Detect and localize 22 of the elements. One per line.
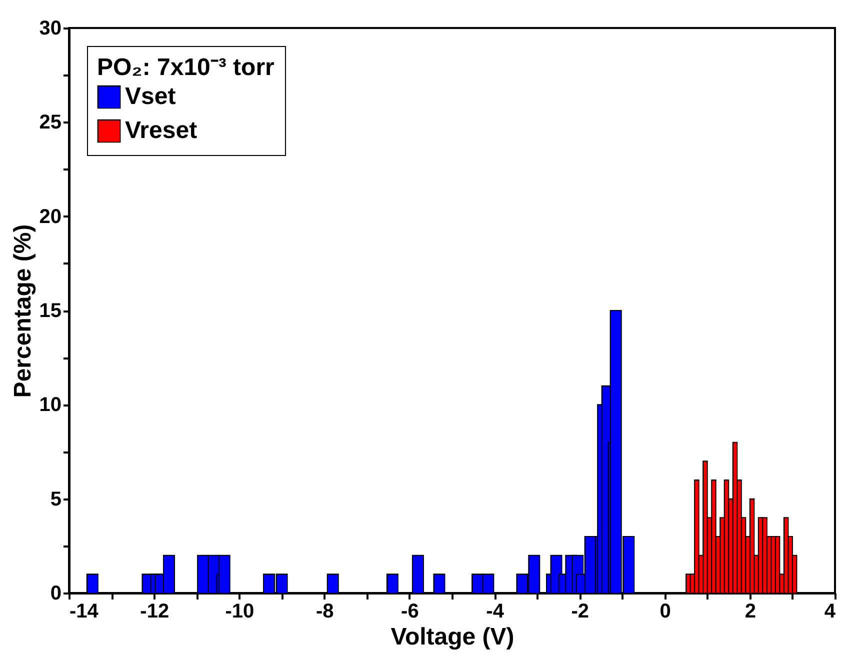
- x-tick-label: 2: [744, 600, 756, 622]
- y-tick-label: 20: [39, 206, 62, 228]
- y-tick-label: 0: [50, 582, 62, 604]
- y-tick-label: 25: [39, 112, 62, 134]
- x-tick-label: -8: [316, 600, 334, 622]
- y-tick-label: 10: [39, 394, 62, 416]
- legend-label: Vset: [125, 83, 176, 110]
- legend-label: Vreset: [125, 117, 198, 144]
- x-tick-label: -14: [70, 600, 100, 622]
- x-tick-label: -2: [571, 600, 590, 622]
- x-tick-label: -12: [140, 600, 170, 622]
- x-axis-title: Voltage (V): [390, 624, 514, 650]
- x-tick-label: 4: [824, 600, 836, 622]
- y-tick-label: 5: [50, 488, 62, 510]
- x-tick-label: -10: [225, 600, 254, 622]
- legend-title: PO₂: 7x10⁻³ torr: [97, 54, 274, 81]
- x-tick-label: -6: [401, 600, 419, 622]
- y-axis-title: Percentage (%): [9, 224, 36, 398]
- y-tick-label: 30: [39, 18, 62, 40]
- y-tick-label: 15: [39, 300, 62, 322]
- x-tick-label: 0: [660, 600, 671, 622]
- x-tick-label: -4: [486, 600, 505, 622]
